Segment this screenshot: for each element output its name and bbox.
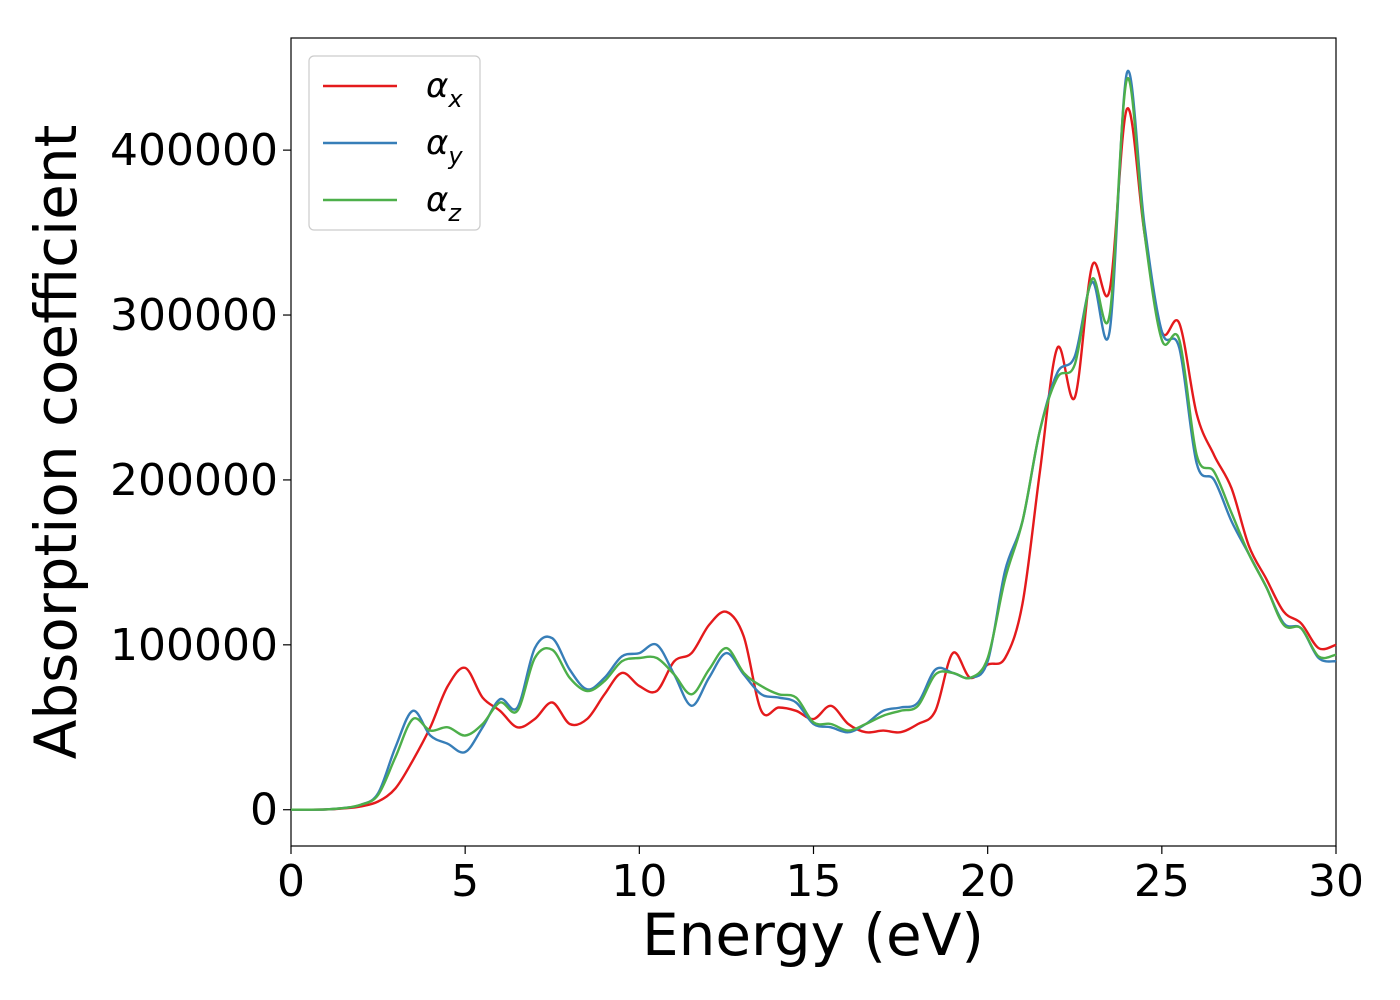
x-tick-label: 20 (960, 856, 1016, 907)
x-axis-title: Energy (eV) (642, 901, 984, 969)
x-tick-label: 25 (1134, 856, 1190, 907)
series-layer (290, 69, 1337, 811)
legend-label-y: αy (426, 123, 463, 170)
x-axis-ticks: 0 5 10 15 20 25 30 (277, 846, 1364, 907)
x-tick-label: 15 (786, 856, 842, 907)
x-tick-label: 30 (1308, 856, 1364, 907)
series-line-z (290, 77, 1337, 811)
legend: αx αy αz (308, 55, 481, 231)
legend-label-x: αx (426, 66, 463, 113)
y-axis-ticks: 0 100000 200000 300000 400000 (110, 125, 291, 836)
legend-label-z: αz (426, 180, 462, 227)
y-tick-label: 200000 (110, 455, 278, 506)
x-tick-label: 10 (611, 856, 667, 907)
y-axis-title: Absorption coefficient (22, 125, 90, 760)
x-tick-label: 0 (277, 856, 305, 907)
y-tick-label: 400000 (110, 125, 278, 176)
y-tick-label: 0 (250, 785, 278, 836)
y-tick-label: 100000 (110, 620, 278, 671)
y-tick-label: 300000 (110, 290, 278, 341)
x-tick-label: 5 (451, 856, 479, 907)
